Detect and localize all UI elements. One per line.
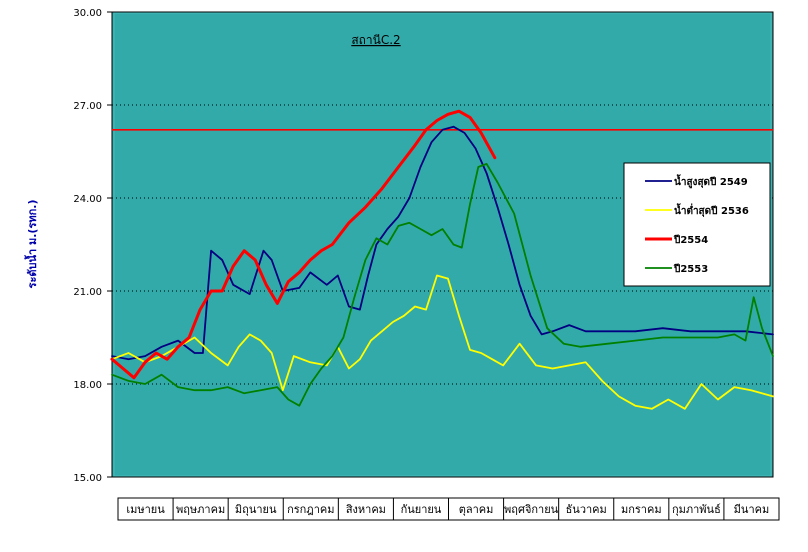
- legend-label-3: ปี2554: [673, 234, 708, 246]
- chart-title-box: สถานีC.2: [326, 29, 426, 51]
- series-layer: [110, 109, 774, 410]
- x-axis-category-table: เมษายน พฤษภาคม มิถุนายน กรกฎาคม สิงหาคม กันยา…: [117, 497, 780, 521]
- legend-label-2: น้ำต่ำสุดปี 2536: [674, 203, 749, 217]
- series-line-3: [110, 109, 497, 380]
- category-label: ตุลาคม: [459, 503, 494, 516]
- legend: น้ำสูงสุดปี 2549 น้ำต่ำสุดปี 2536 ปี2554 ปี…: [623, 162, 771, 287]
- y-tick-label: 30.00: [73, 8, 102, 19]
- y-tick-label: 21.00: [73, 287, 102, 298]
- category-label: พฤษภาคม: [176, 503, 225, 516]
- category-label: กรกฎาคม: [287, 503, 334, 516]
- legend-label-4: ปี2553: [673, 263, 708, 275]
- category-label: กันยายน: [401, 503, 442, 516]
- legend-label-1: น้ำสูงสุดปี 2549: [674, 174, 748, 189]
- y-tick-label: 18.00: [73, 380, 102, 391]
- category-label: พฤศจิกายน: [504, 503, 559, 516]
- y-tick-label: 27.00: [73, 101, 102, 112]
- category-label: เมษายน: [126, 503, 165, 516]
- category-label: ธันวาคม: [566, 503, 607, 516]
- y-axis-label: ระดับน้ำ ม.(รทก.): [24, 200, 39, 289]
- category-label: มิถุนายน: [235, 503, 277, 516]
- category-label: มีนาคม: [734, 503, 770, 516]
- category-label: มกราคม: [621, 503, 662, 516]
- category-label: สิงหาคม: [346, 503, 386, 516]
- chart-title: สถานีC.2: [351, 33, 400, 47]
- y-tick-label: 24.00: [73, 194, 102, 205]
- plot-area-inner-border: [113, 12, 772, 477]
- category-label: กุมภาพันธ์: [672, 503, 721, 516]
- series-line-1: [111, 125, 774, 361]
- chart-title-background: [326, 29, 426, 51]
- y-axis: 15.00 18.00 21.00 24.00 27.00 30.00: [73, 8, 112, 484]
- series-line-4: [111, 162, 774, 407]
- series-line-2: [111, 274, 774, 410]
- y-tick-label: 15.00: [73, 473, 102, 484]
- legend-box: [623, 162, 771, 287]
